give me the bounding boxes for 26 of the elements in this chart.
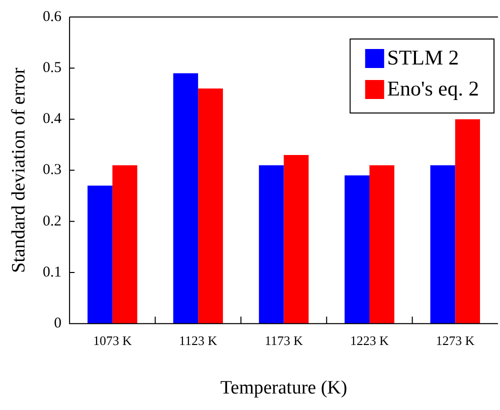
- x-tick-label: 1123 K: [179, 332, 218, 348]
- bar: [173, 73, 198, 324]
- bar: [284, 154, 309, 324]
- x-axis-title: Temperature (K): [220, 378, 348, 399]
- x-tick-label: 1273 K: [436, 332, 476, 348]
- bar: [112, 165, 138, 324]
- x-tick-label: 1173 K: [264, 332, 304, 348]
- bar: [369, 165, 394, 324]
- x-tick-label: 1223 K: [350, 332, 390, 348]
- y-tick-label: 0.3: [42, 162, 62, 178]
- y-tick-label: 0.2: [42, 213, 62, 230]
- y-tick-label: 0.1: [42, 264, 62, 280]
- bar: [430, 165, 456, 324]
- y-axis-title: Standard deviation of error: [8, 67, 30, 273]
- y-tick-label: 0.6: [42, 8, 62, 25]
- bar: [198, 88, 223, 324]
- bar: [88, 186, 112, 324]
- bar: [344, 175, 370, 324]
- legend-label: Eno's eq. 2: [387, 76, 480, 101]
- bar: [258, 165, 284, 324]
- y-tick-label: 0: [54, 316, 62, 332]
- x-tick-label: 1073 K: [93, 332, 132, 348]
- legend-label: STLM 2: [387, 46, 459, 70]
- bar: [455, 119, 480, 324]
- y-tick-label: 0.4: [42, 111, 62, 128]
- y-tick-label: 0.5: [42, 60, 62, 76]
